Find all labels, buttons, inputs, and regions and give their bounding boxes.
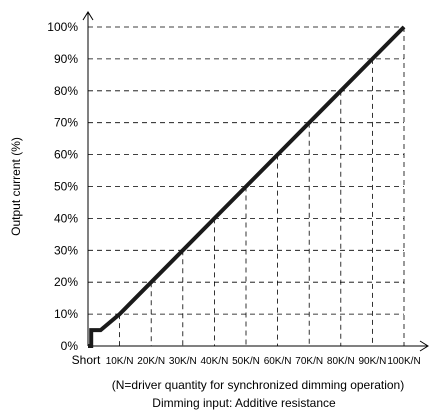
y-tick-label: 100% bbox=[47, 20, 78, 34]
x-tick-label: 90K/N bbox=[359, 356, 387, 367]
x-tick-label: 70K/N bbox=[295, 356, 323, 367]
y-tick-label: 70% bbox=[54, 116, 78, 130]
y-tick-label: 50% bbox=[54, 180, 78, 194]
x-tick-label: 60K/N bbox=[264, 356, 292, 367]
y-tick-label: 10% bbox=[54, 307, 78, 321]
y-tick-label: 0% bbox=[61, 339, 79, 353]
x-axis-arrow bbox=[419, 340, 429, 352]
y-tick-label: 80% bbox=[54, 84, 78, 98]
chart-note: (N=driver quantity for synchronized dimm… bbox=[112, 378, 404, 392]
y-tick-label: 30% bbox=[54, 243, 78, 257]
x-axis-ticks: Short 10K/N 20K/N 30K/N 40K/N 50K/N 60K/N 70K/N… bbox=[72, 353, 421, 367]
x-tick-label: 10K/N bbox=[106, 356, 134, 367]
x-tick-label: 40K/N bbox=[201, 356, 229, 367]
y-tick-label: 40% bbox=[54, 211, 78, 225]
x-tick-label: 30K/N bbox=[169, 356, 197, 367]
data-series bbox=[88, 25, 406, 348]
x-axis-label: Dimming input: Additive resistance bbox=[152, 396, 336, 410]
output-current-line bbox=[88, 25, 406, 348]
y-axis-ticks: 0% 10% 20% 30% 40% 50% 60% 70% 80% 90% 100% bbox=[47, 20, 78, 353]
x-tick-label: 80K/N bbox=[327, 356, 355, 367]
y-tick-label: 60% bbox=[54, 148, 78, 162]
y-tick-label: 90% bbox=[54, 52, 78, 66]
y-tick-label: 20% bbox=[54, 275, 78, 289]
y-axis-label: Output current (%) bbox=[9, 137, 23, 236]
x-tick-label: Short bbox=[72, 353, 101, 367]
grid-lines bbox=[88, 26, 405, 346]
x-tick-label: 20K/N bbox=[137, 356, 165, 367]
x-tick-label: 50K/N bbox=[232, 356, 260, 367]
axes bbox=[82, 11, 429, 352]
x-tick-label: 100K/N bbox=[387, 356, 420, 367]
y-axis-arrow bbox=[82, 11, 94, 21]
